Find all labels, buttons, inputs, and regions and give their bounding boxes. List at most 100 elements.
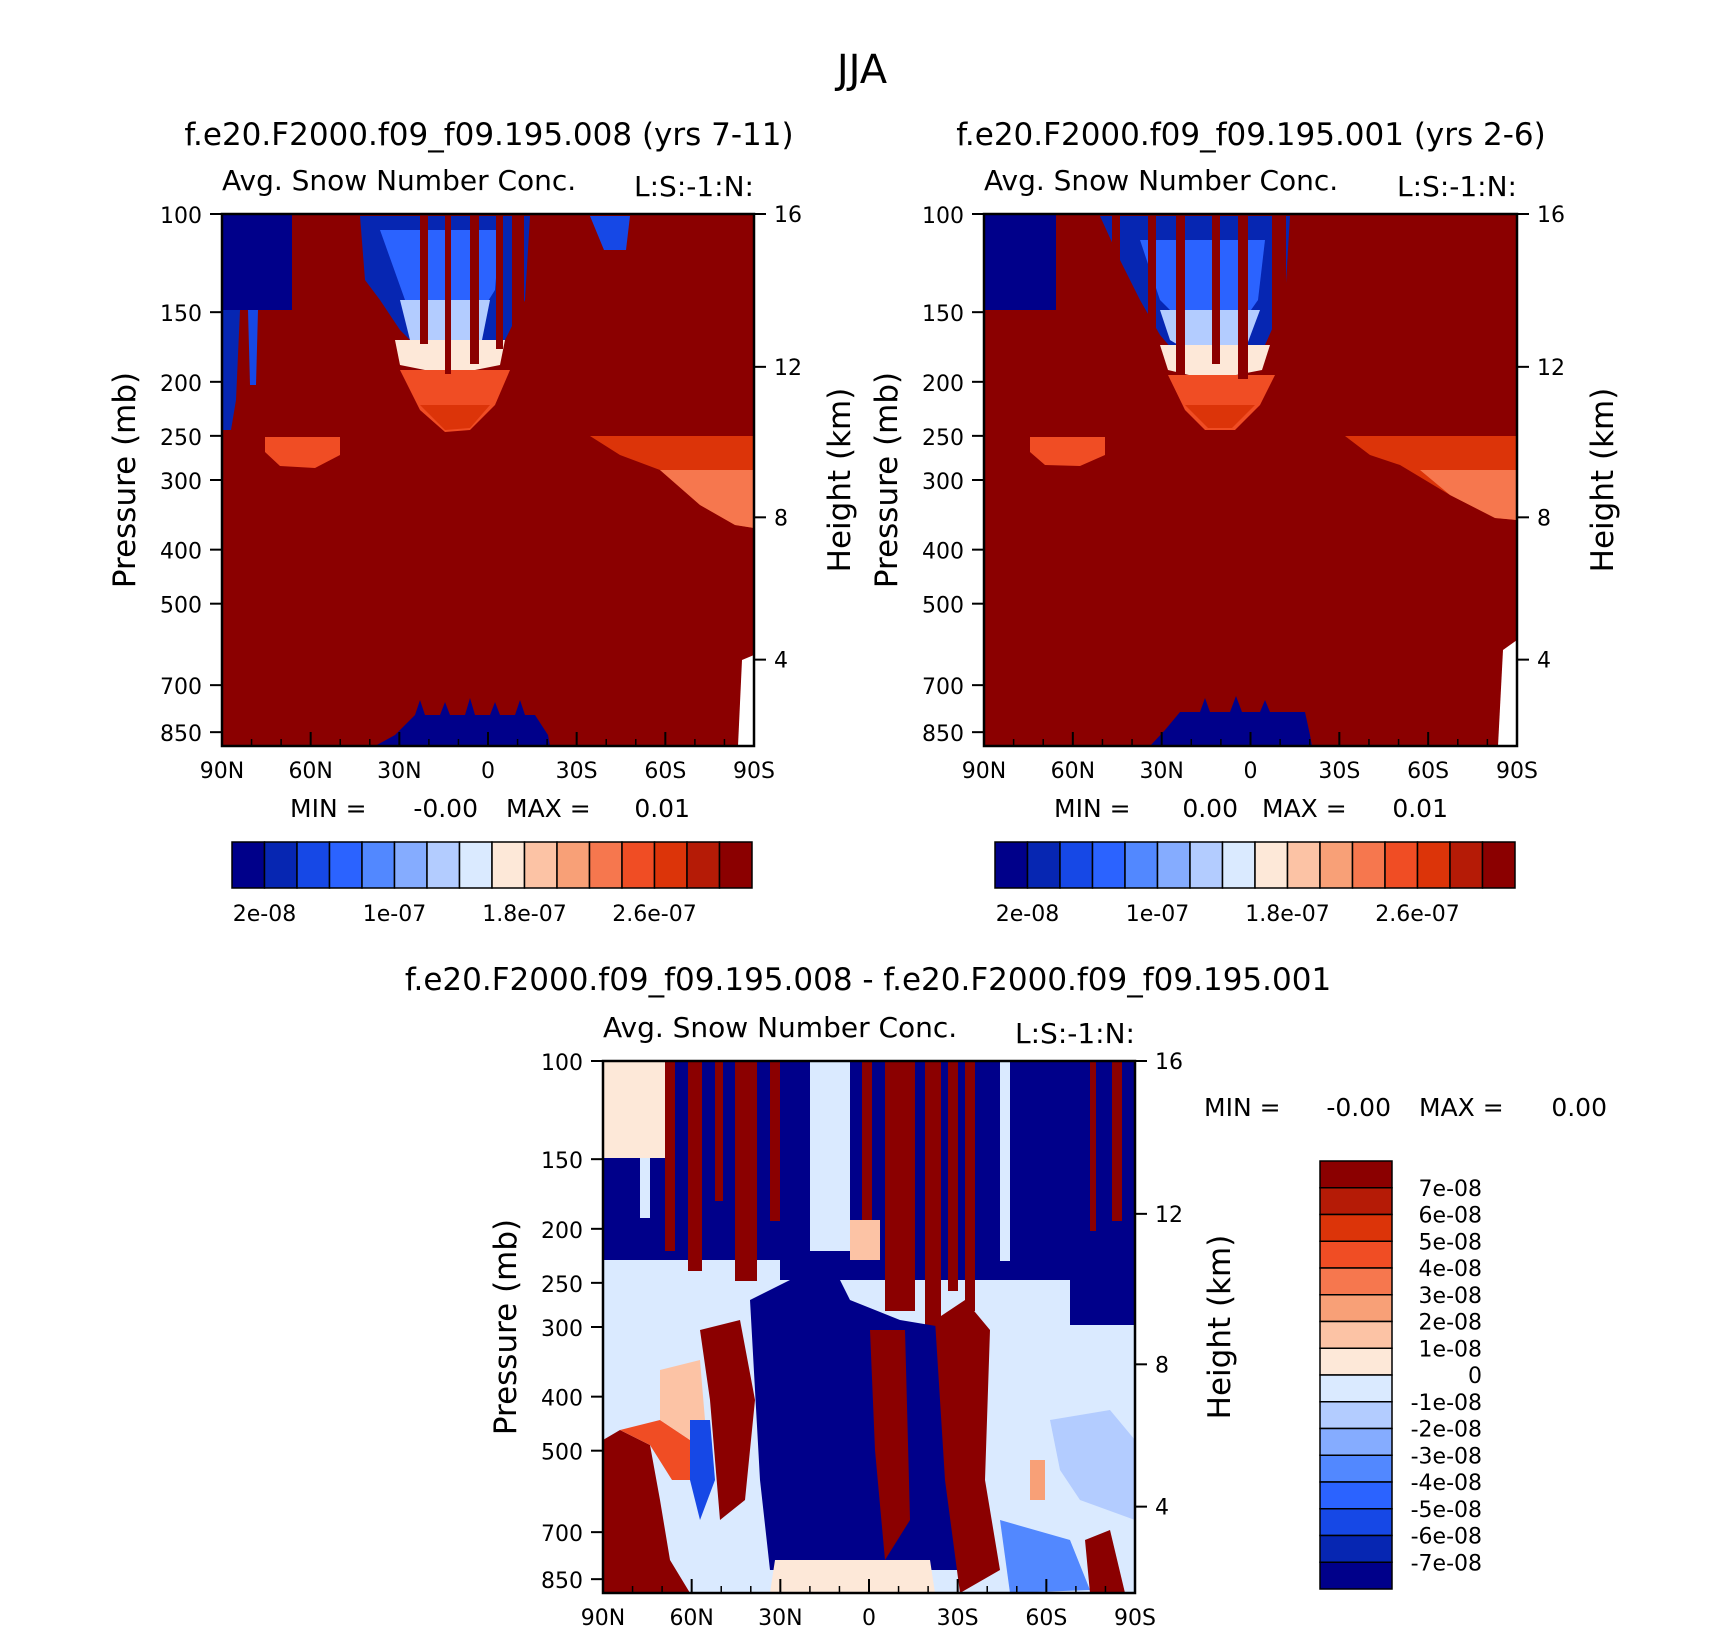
panel-b-colorbar-swatch: [994, 841, 1029, 889]
panel-b-colorbar-label: 1e-07: [1126, 902, 1189, 927]
panel-b-colorbar-swatch: [1091, 841, 1126, 889]
panel-c-xticks: 90N 60N 30N 0 30S 60S 90S: [581, 1579, 1156, 1631]
panel-c: f.e20.F2000.f09_f09.195.008 - f.e20.F200…: [405, 962, 1607, 1631]
panel-a-rtick-label: 16: [774, 203, 802, 228]
panel-b-min-label: MIN =: [1054, 794, 1131, 823]
panel-c-colorbar-label: -6e-08: [1411, 1525, 1482, 1550]
panel-b-ytick-label: 500: [922, 594, 964, 619]
panel-c-colorbar-swatch: [1319, 1481, 1393, 1510]
panel-b-min-value: 0.00: [1182, 794, 1238, 823]
panel-a-ytick-label: 700: [160, 675, 202, 700]
panel-a-max-value: 0.01: [634, 794, 690, 823]
panel-b-bottom-block: [1150, 712, 1312, 746]
panel-a-xtick-label: 60S: [644, 759, 686, 784]
panel-a-nh-streak: [222, 310, 240, 430]
panel-b: f.e20.F2000.f09_f09.195.001 (yrs 2-6) Av…: [869, 117, 1621, 927]
panel-b-colorbar-swatch: [1124, 841, 1159, 889]
panel-c-colorbar-label: 1e-08: [1419, 1337, 1482, 1362]
panel-a-colorbar-label: 1.8e-07: [482, 902, 566, 927]
panel-c-colorbar-swatch: [1319, 1534, 1393, 1563]
panel-b-xtick-label: 30S: [1318, 759, 1360, 784]
panel-a-sh-white: [738, 655, 754, 746]
panel-c-sh-light: [1050, 1410, 1135, 1520]
panel-c-colorbar-label: 5e-08: [1419, 1230, 1482, 1255]
panel-a-xtick-label: 60N: [288, 759, 332, 784]
panel-b-colorbar-swatch: [1286, 841, 1321, 889]
panel-b-xticks: 90N 60N 30N 0 30S 60S 90S: [962, 732, 1538, 784]
panel-b-field: [984, 214, 1517, 746]
panel-c-colorbar-label: -4e-08: [1411, 1471, 1482, 1496]
panel-c-max-value: 0.00: [1551, 1093, 1607, 1122]
panel-c-ytick-label: 150: [541, 1149, 583, 1174]
panel-c-colorbar-label: 0: [1468, 1364, 1482, 1389]
panel-b-colorbar-swatch: [1189, 841, 1224, 889]
panel-c-min-value: -0.00: [1326, 1093, 1391, 1122]
panel-a-colorbar-label: 2.6e-07: [612, 902, 696, 927]
panel-c-colorbar-label: 6e-08: [1419, 1204, 1482, 1229]
panel-b-polar-gap: [1044, 214, 1056, 310]
panel-a-colorbar-swatch: [686, 841, 721, 889]
panel-b-colorbar-swatch: [1059, 841, 1094, 889]
panel-c-colorbar-label: -5e-08: [1411, 1498, 1482, 1523]
panel-c-max-label: MAX =: [1419, 1093, 1504, 1122]
panel-c-colorbar-label: 4e-08: [1419, 1257, 1482, 1282]
panel-a-colorbar-swatch: [653, 841, 688, 889]
panel-c-colorbar-swatch: [1319, 1187, 1393, 1216]
panel-a-ytick-label: 850: [160, 722, 202, 747]
panel-a-bottom-spikes: [415, 698, 525, 715]
panel-b-sh-white: [1498, 640, 1517, 746]
panel-a-sh-blue: [590, 216, 630, 250]
panel-c-xtick-label: 30N: [758, 1606, 802, 1631]
panel-a-colorbar-label: 1e-07: [363, 902, 426, 927]
panel-a-subtitle-right: L:S:-1:N:: [634, 170, 754, 203]
panel-c-title: f.e20.F2000.f09_f09.195.008 - f.e20.F200…: [405, 962, 1331, 998]
panel-b-colorbar-swatch: [1384, 841, 1419, 889]
panel-c-colorbar-swatch: [1319, 1427, 1393, 1456]
panel-a-colorbar-swatch: [296, 841, 331, 889]
panel-c-min-label: MIN =: [1204, 1093, 1281, 1122]
panel-b-colorbar-swatch: [1221, 841, 1256, 889]
panel-a-min-value: -0.00: [413, 794, 478, 823]
panel-c-colorbar-swatch: [1319, 1213, 1393, 1242]
panel-c-top-band-light: [640, 1061, 1010, 1261]
panel-c-ytick-label: 200: [541, 1219, 583, 1244]
panel-b-trop-orange: [1168, 375, 1275, 430]
panel-b-xtick-label: 90S: [1496, 759, 1538, 784]
panel-b-colorbar-swatch: [1351, 841, 1386, 889]
panel-b-colorbar-swatch: [1481, 841, 1516, 889]
panel-b-colorbar-label: 2.6e-07: [1375, 902, 1459, 927]
panel-a-xtick-label: 30N: [377, 759, 421, 784]
panel-c-colorbar-swatch: [1319, 1508, 1393, 1537]
panel-a-nh-tongue: [265, 437, 340, 468]
panel-c-subtitle-right: L:S:-1:N:: [1015, 1017, 1135, 1050]
panel-c-ytick-label: 500: [541, 1441, 583, 1466]
panel-c-colorbar-swatch: [1319, 1160, 1393, 1189]
panel-b-xtick-label: 60N: [1051, 759, 1095, 784]
panel-a-colorbar: 2e-08 1e-07 1.8e-07 2.6e-07: [231, 841, 753, 927]
panel-b-rtick-label: 8: [1537, 506, 1551, 531]
panel-a-streaks: [420, 214, 552, 414]
figure-title: JJA: [834, 47, 888, 93]
panel-c-ytick-label: 400: [541, 1387, 583, 1412]
panel-c-ll-orange: [620, 1420, 700, 1480]
panel-b-ytick-label: 850: [922, 722, 964, 747]
panel-a-ylabel: Pressure (mb): [107, 372, 143, 588]
panel-a-rtick-label: 8: [774, 506, 788, 531]
panel-a-trop-orange-2: [420, 405, 490, 430]
panel-c-colorbar-label: 3e-08: [1419, 1284, 1482, 1309]
panel-a-ytick-label: 250: [160, 426, 202, 451]
panel-c-sh-mid: [1000, 1520, 1090, 1593]
panel-c-colorbar-label: -3e-08: [1411, 1444, 1482, 1469]
panel-c-colorbar-label: -7e-08: [1411, 1551, 1482, 1576]
panel-a-colorbar-swatch: [621, 841, 656, 889]
panel-a-colorbar-swatch: [426, 841, 461, 889]
panel-b-ytick-label: 400: [922, 540, 964, 565]
panel-c-colorbar-swatch: [1319, 1294, 1393, 1323]
panel-b-streaks: [1076, 214, 1286, 379]
panel-b-trop-orange-2: [1185, 405, 1255, 428]
panel-a: f.e20.F2000.f09_f09.195.008 (yrs 7-11) A…: [107, 117, 858, 927]
panel-b-ylabel-right: Height (km): [1585, 388, 1621, 573]
panel-b-subtitle-right: L:S:-1:N:: [1397, 170, 1517, 203]
panel-b-rtick-label: 12: [1537, 356, 1565, 381]
panel-c-xtick-label: 90N: [581, 1606, 625, 1631]
